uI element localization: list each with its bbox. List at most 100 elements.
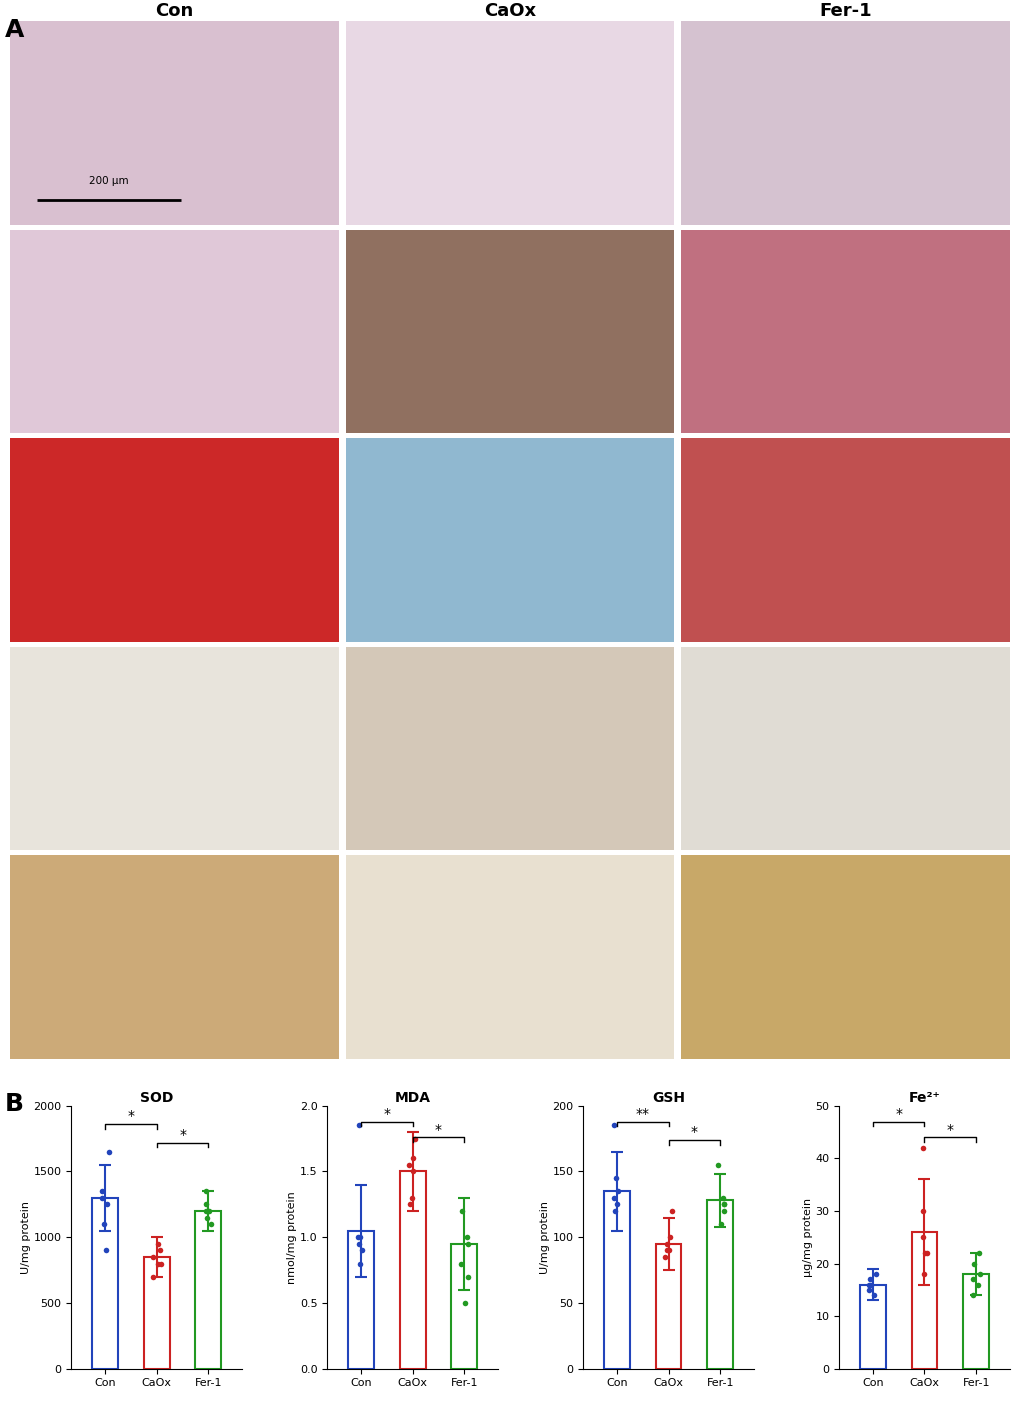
Point <box>714 1193 731 1216</box>
Point <box>607 1167 624 1189</box>
Bar <box>859 1284 884 1369</box>
Point <box>860 1278 876 1301</box>
Point <box>715 1199 732 1222</box>
Text: *: * <box>434 1123 441 1137</box>
Bar <box>144 1257 169 1369</box>
Point <box>663 1199 680 1222</box>
Point <box>201 1199 217 1222</box>
Point <box>914 1199 930 1222</box>
Point <box>965 1253 981 1275</box>
Point <box>145 1246 161 1268</box>
Point <box>94 1186 110 1209</box>
Text: **: ** <box>635 1107 649 1121</box>
Point <box>98 1239 114 1261</box>
Point <box>914 1137 930 1159</box>
Text: A: A <box>5 18 24 42</box>
Point <box>969 1273 985 1295</box>
Point <box>400 1154 417 1176</box>
Point <box>460 1266 476 1288</box>
Point <box>350 1226 366 1249</box>
Text: *: * <box>127 1110 135 1123</box>
Bar <box>706 1200 733 1369</box>
Y-axis label: μg/mg protein: μg/mg protein <box>802 1198 812 1277</box>
Point <box>99 1193 115 1216</box>
Point <box>606 1199 623 1222</box>
Text: *: * <box>895 1107 901 1121</box>
Point <box>351 1233 367 1256</box>
Point <box>198 1179 214 1202</box>
Point <box>149 1253 165 1275</box>
Y-axis label: U/mg protein: U/mg protein <box>20 1200 31 1274</box>
Title: Fe²⁺: Fe²⁺ <box>908 1090 940 1104</box>
Title: Fer-1: Fer-1 <box>818 1 871 20</box>
Point <box>352 1226 368 1249</box>
Point <box>152 1253 168 1275</box>
Point <box>198 1199 214 1222</box>
Point <box>964 1284 980 1307</box>
Text: 200 μm: 200 μm <box>89 175 128 187</box>
Point <box>867 1263 883 1285</box>
Title: GSH: GSH <box>651 1090 685 1104</box>
Point <box>605 1186 622 1209</box>
Bar <box>655 1244 681 1369</box>
Bar <box>347 1230 374 1369</box>
Point <box>605 1114 622 1137</box>
Point <box>404 1186 420 1209</box>
Point <box>971 1263 987 1285</box>
Point <box>354 1239 370 1261</box>
Point <box>460 1233 476 1256</box>
Point <box>459 1226 475 1249</box>
Title: MDA: MDA <box>394 1090 430 1104</box>
Point <box>860 1273 876 1295</box>
Bar <box>92 1198 118 1369</box>
Y-axis label: nmol/mg protein: nmol/mg protein <box>286 1191 297 1284</box>
Point <box>918 1241 934 1264</box>
Point <box>715 1193 732 1216</box>
Point <box>914 1226 930 1249</box>
Point <box>609 1179 626 1202</box>
Point <box>657 1239 674 1261</box>
Point <box>861 1268 877 1291</box>
Point <box>203 1213 219 1236</box>
Point <box>862 1273 878 1295</box>
Point <box>94 1179 110 1202</box>
Bar <box>911 1232 936 1369</box>
Bar <box>603 1191 629 1369</box>
Point <box>608 1193 625 1216</box>
Point <box>964 1268 980 1291</box>
Point <box>145 1266 161 1288</box>
Point <box>916 1241 932 1264</box>
Title: SOD: SOD <box>140 1090 173 1104</box>
Text: *: * <box>690 1126 697 1140</box>
Point <box>658 1233 675 1256</box>
Point <box>351 1114 367 1137</box>
Point <box>656 1246 673 1268</box>
Point <box>712 1213 729 1236</box>
Point <box>709 1154 726 1176</box>
Text: *: * <box>179 1128 185 1141</box>
Point <box>864 1284 880 1307</box>
Text: *: * <box>946 1123 953 1137</box>
Y-axis label: U/mg protein: U/mg protein <box>539 1200 549 1274</box>
Text: *: * <box>383 1107 390 1121</box>
Point <box>713 1186 730 1209</box>
Bar <box>451 1244 477 1369</box>
Point <box>660 1239 677 1261</box>
Point <box>352 1253 368 1275</box>
Point <box>198 1193 214 1216</box>
Point <box>661 1226 678 1249</box>
Point <box>452 1253 469 1275</box>
Point <box>101 1141 117 1164</box>
Bar <box>399 1171 425 1369</box>
Point <box>405 1159 421 1182</box>
Point <box>407 1127 423 1150</box>
Point <box>405 1147 421 1169</box>
Title: CaOx: CaOx <box>483 1 536 20</box>
Text: B: B <box>5 1092 24 1116</box>
Point <box>152 1239 168 1261</box>
Point <box>914 1263 930 1285</box>
Point <box>96 1213 112 1236</box>
Point <box>453 1199 470 1222</box>
Bar <box>962 1274 988 1369</box>
Point <box>150 1233 166 1256</box>
